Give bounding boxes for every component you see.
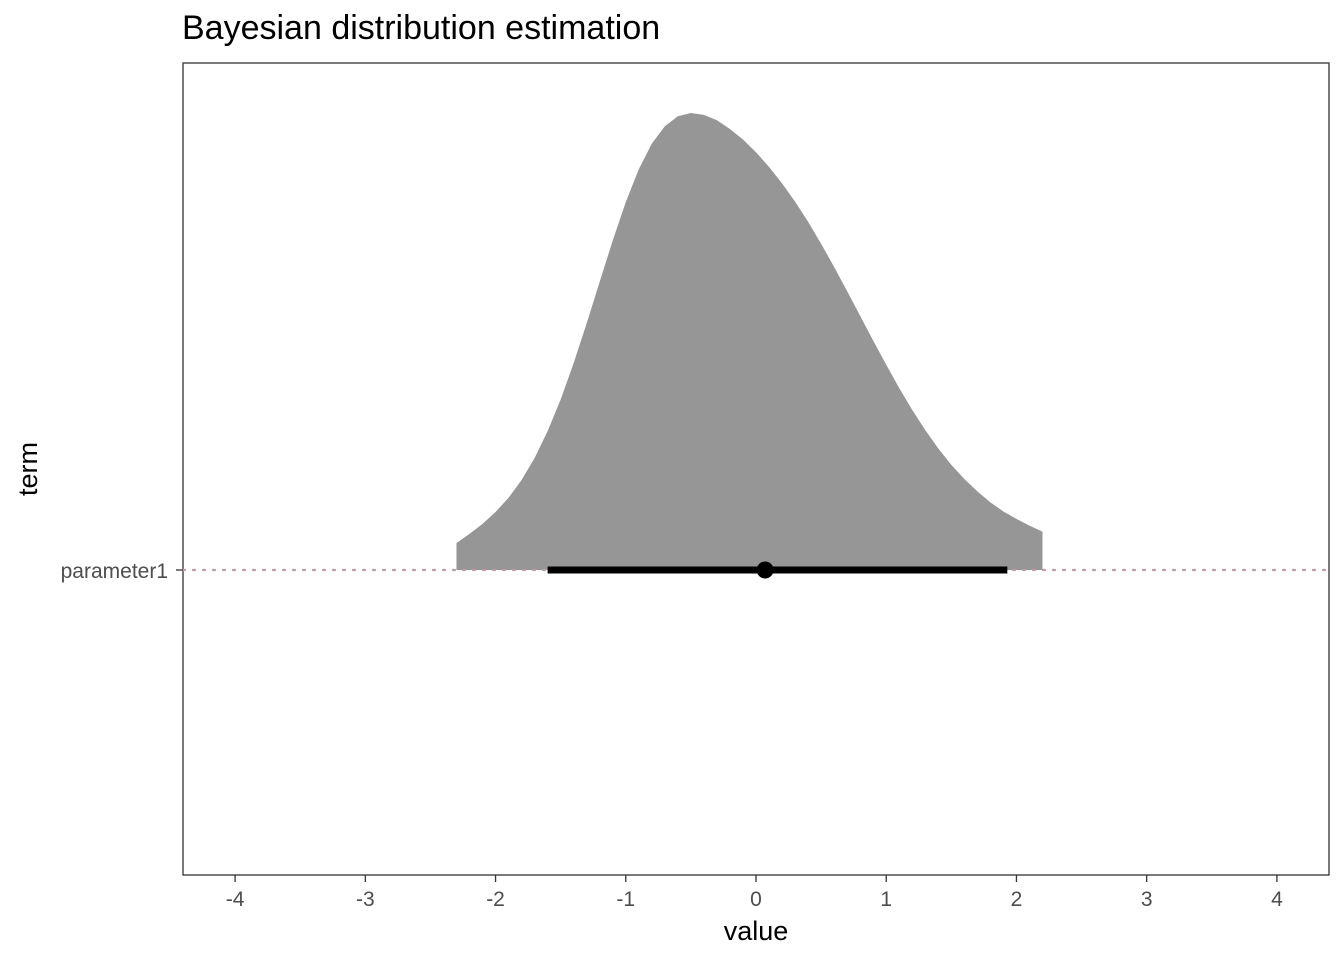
x-tick-label: -1	[616, 888, 635, 911]
x-tick-label: 1	[880, 888, 892, 911]
x-tick-label: 4	[1271, 888, 1283, 911]
x-axis-title: value	[724, 916, 789, 946]
x-tick-label: -2	[486, 888, 505, 911]
x-tick-label: 2	[1011, 888, 1023, 911]
plot-area	[181, 113, 1331, 579]
y-axis: parameter1	[61, 560, 183, 583]
y-tick-label: parameter1	[61, 560, 168, 583]
x-axis: -4 -3 -2 -1 0 1 2 3 4	[226, 875, 1283, 911]
x-tick-label: 3	[1141, 888, 1153, 911]
density-area	[456, 113, 1043, 570]
x-tick-label: 0	[750, 888, 762, 911]
chart-title: Bayesian distribution estimation	[182, 9, 660, 47]
x-tick-label: -3	[356, 888, 375, 911]
x-tick-label: -4	[226, 888, 245, 911]
point-estimate	[756, 561, 774, 579]
y-axis-title: term	[13, 442, 43, 496]
